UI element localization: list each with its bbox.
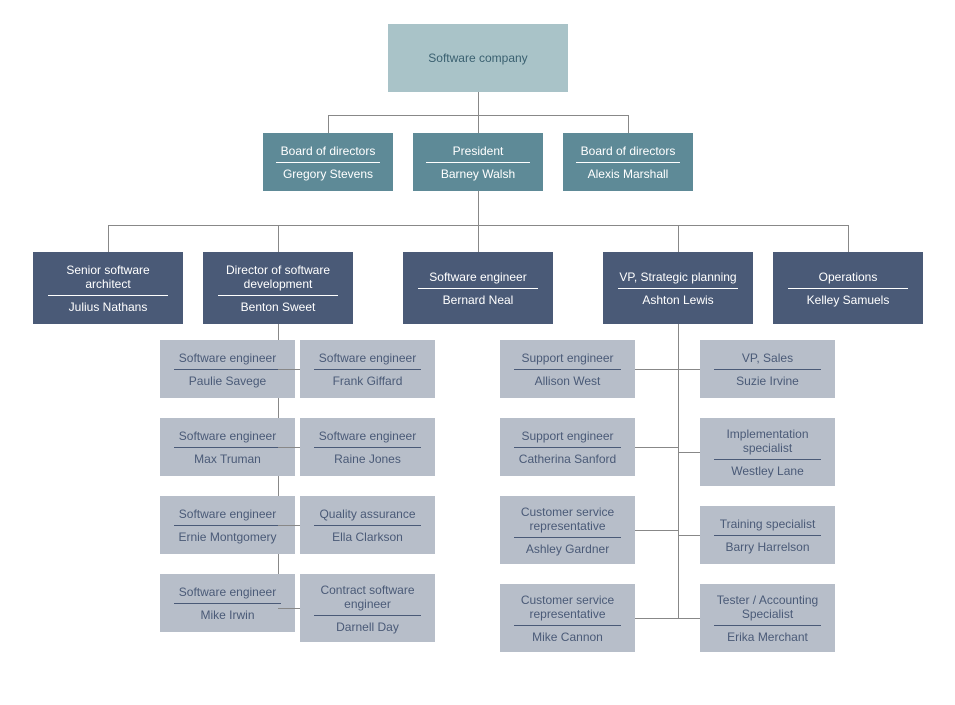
connector <box>478 191 479 225</box>
node-person: Gregory Stevens <box>283 167 373 181</box>
node-title: Software company <box>405 51 551 65</box>
level2-node: Operations Kelley Samuels <box>773 252 923 324</box>
node-title: Software engineer <box>174 585 282 604</box>
node-person: Paulie Savege <box>189 374 266 388</box>
node-person: Allison West <box>535 374 601 388</box>
node-person: Ernie Montgomery <box>178 530 276 544</box>
level3-node: Training specialist Barry Harrelson <box>700 506 835 564</box>
connector <box>628 115 629 133</box>
node-title: Operations <box>788 270 909 289</box>
node-title: Software engineer <box>314 429 422 448</box>
connector <box>278 447 300 448</box>
connector <box>278 369 300 370</box>
connector <box>278 525 300 526</box>
level3-node: Tester / Accounting Specialist Erika Merc… <box>700 584 835 652</box>
node-title: President <box>426 144 530 163</box>
level3-node: Implementation specialist Westley Lane <box>700 418 835 486</box>
connector <box>678 618 700 619</box>
node-title: Board of directors <box>576 144 680 163</box>
node-title: Customer service representative <box>514 505 622 538</box>
node-title: Support engineer <box>514 429 622 448</box>
level3-node: Software engineer Max Truman <box>160 418 295 476</box>
connector <box>328 115 329 133</box>
level2-node: Senior software architect Julius Nathans <box>33 252 183 324</box>
node-person: Ella Clarkson <box>332 530 403 544</box>
node-person: Raine Jones <box>334 452 401 466</box>
connector <box>278 225 279 252</box>
node-person: Suzie Irvine <box>736 374 799 388</box>
level1-node: Board of directors Gregory Stevens <box>263 133 393 191</box>
level3-node: Customer service representative Ashley Ga… <box>500 496 635 564</box>
level3-node: Support engineer Catherina Sanford <box>500 418 635 476</box>
level3-node: Software engineer Ernie Montgomery <box>160 496 295 554</box>
connector <box>678 369 700 370</box>
node-title: Software engineer <box>174 429 282 448</box>
node-title: Senior software architect <box>48 263 169 296</box>
connector <box>278 608 300 609</box>
connector <box>635 530 678 531</box>
node-person: Barry Harrelson <box>725 540 809 554</box>
connector <box>108 225 109 252</box>
node-person: Alexis Marshall <box>588 167 669 181</box>
level2-node: Software engineer Bernard Neal <box>403 252 553 324</box>
node-person: Mike Irwin <box>200 608 254 622</box>
level3-node: Support engineer Allison West <box>500 340 635 398</box>
node-person: Darnell Day <box>336 620 399 634</box>
connector <box>635 369 678 370</box>
level2-node: Director of software development Benton S… <box>203 252 353 324</box>
node-title: Customer service representative <box>514 593 622 626</box>
node-person: Westley Lane <box>731 464 804 478</box>
connector <box>678 535 700 536</box>
node-title: Board of directors <box>276 144 380 163</box>
node-title: Support engineer <box>514 351 622 370</box>
node-title: Software engineer <box>418 270 539 289</box>
connector <box>478 115 479 133</box>
connector <box>478 225 479 252</box>
node-title: Software engineer <box>314 351 422 370</box>
level1-node: President Barney Walsh <box>413 133 543 191</box>
node-person: Benton Sweet <box>241 300 316 314</box>
node-person: Catherina Sanford <box>519 452 616 466</box>
level3-node: Contract software engineer Darnell Day <box>300 574 435 642</box>
node-title: Director of software development <box>218 263 339 296</box>
node-title: Tester / Accounting Specialist <box>714 593 822 626</box>
node-title: Contract software engineer <box>314 583 422 616</box>
node-title: Software engineer <box>174 507 282 526</box>
level3-node: VP, Sales Suzie Irvine <box>700 340 835 398</box>
level1-node: Board of directors Alexis Marshall <box>563 133 693 191</box>
node-title: Training specialist <box>714 517 822 536</box>
level3-node: Quality assurance Ella Clarkson <box>300 496 435 554</box>
connector <box>678 225 679 252</box>
node-person: Julius Nathans <box>69 300 148 314</box>
node-title: VP, Sales <box>714 351 822 370</box>
connector <box>635 618 678 619</box>
node-person: Ashton Lewis <box>642 293 713 307</box>
node-person: Ashley Gardner <box>526 542 609 556</box>
node-title: Quality assurance <box>314 507 422 526</box>
level3-node: Software engineer Paulie Savege <box>160 340 295 398</box>
connector <box>635 447 678 448</box>
node-person: Max Truman <box>194 452 261 466</box>
level3-node: Software engineer Mike Irwin <box>160 574 295 632</box>
node-person: Mike Cannon <box>532 630 603 644</box>
node-title: VP, Strategic planning <box>618 270 739 289</box>
node-person: Kelley Samuels <box>807 293 890 307</box>
node-title: Implementation specialist <box>714 427 822 460</box>
node-person: Bernard Neal <box>443 293 514 307</box>
node-person: Erika Merchant <box>727 630 808 644</box>
connector <box>848 225 849 252</box>
level3-node: Customer service representative Mike Cann… <box>500 584 635 652</box>
node-person: Frank Giffard <box>333 374 403 388</box>
node-person: Barney Walsh <box>441 167 515 181</box>
root-node: Software company <box>388 24 568 92</box>
connector <box>478 92 479 115</box>
level2-node: VP, Strategic planning Ashton Lewis <box>603 252 753 324</box>
connector <box>678 452 700 453</box>
level3-node: Software engineer Raine Jones <box>300 418 435 476</box>
level3-node: Software engineer Frank Giffard <box>300 340 435 398</box>
node-title: Software engineer <box>174 351 282 370</box>
